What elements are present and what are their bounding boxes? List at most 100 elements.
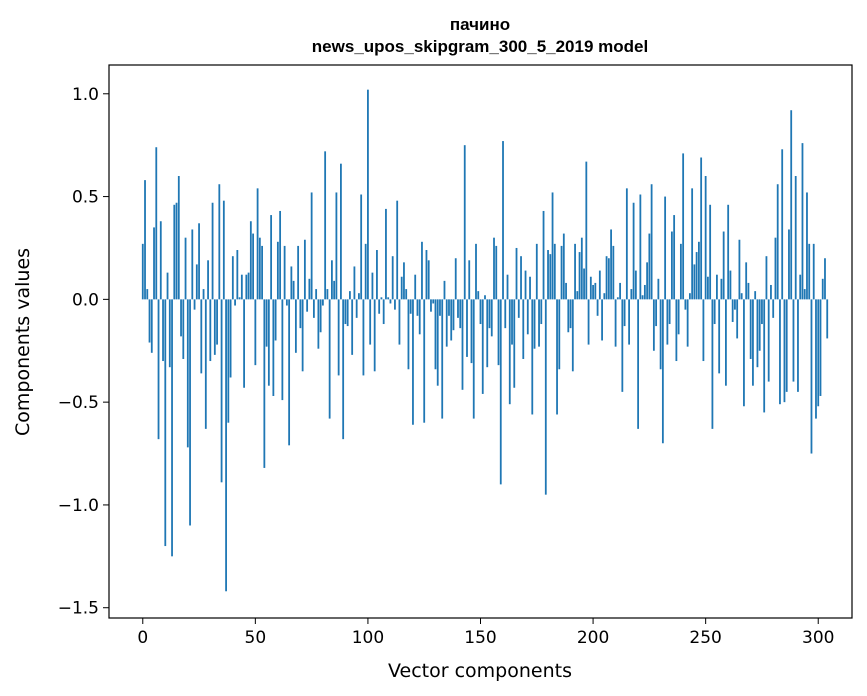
bar-172 — [529, 276, 531, 300]
bar-260 — [727, 204, 730, 300]
bar-93 — [351, 299, 354, 355]
bar-95 — [355, 299, 358, 318]
bar-61 — [279, 210, 282, 300]
bar-27 — [202, 289, 205, 300]
chart-title-line1: пачино — [450, 15, 510, 34]
bar-128 — [430, 299, 432, 312]
bar-74 — [308, 278, 311, 300]
bar-104 — [376, 250, 378, 300]
bar-197 — [585, 161, 588, 300]
bar-162 — [506, 274, 509, 300]
bar-147 — [472, 299, 475, 419]
bar-12 — [168, 299, 171, 368]
x-tick-label: 50 — [245, 628, 267, 648]
bar-174 — [533, 299, 536, 349]
bar-221 — [639, 194, 642, 300]
bar-103 — [373, 299, 376, 372]
bar-214 — [623, 299, 626, 327]
x-axis: 0 50 100 150 200 250 300 — [137, 618, 834, 648]
x-tick-label: 100 — [352, 628, 384, 648]
bar-188 — [565, 282, 567, 300]
bar-106 — [380, 297, 383, 300]
bar-35 — [220, 299, 223, 483]
bar-229 — [657, 278, 660, 300]
bar-37 — [225, 299, 227, 592]
bar-57 — [270, 215, 273, 300]
chart-title: пачино news_upos_skipgram_300_5_2019 mod… — [312, 15, 648, 56]
bar-295 — [806, 192, 808, 300]
bar-272 — [754, 291, 757, 300]
bar-190 — [569, 299, 572, 329]
bar-41 — [234, 299, 236, 306]
bar-89 — [342, 299, 345, 440]
bar-178 — [542, 210, 545, 300]
bar-1 — [144, 180, 146, 300]
bar-226 — [650, 184, 653, 300]
bar-105 — [378, 299, 381, 314]
bar-50 — [254, 299, 257, 366]
bar-5 — [153, 227, 155, 300]
bar-72 — [303, 239, 306, 300]
bar-8 — [159, 221, 162, 300]
bar-131 — [436, 299, 439, 386]
bar-205 — [603, 293, 606, 300]
bar-278 — [767, 299, 770, 382]
bar-282 — [776, 184, 779, 300]
bar-281 — [774, 237, 777, 300]
bar-98 — [362, 299, 365, 376]
bar-132 — [439, 299, 441, 316]
bar-233 — [666, 299, 669, 345]
bar-55 — [265, 299, 268, 347]
bar-277 — [765, 256, 768, 300]
bar-54 — [263, 299, 266, 468]
bar-300 — [817, 299, 820, 407]
bar-252 — [709, 204, 712, 300]
bar-16 — [177, 176, 180, 300]
bar-193 — [576, 291, 579, 300]
bar-130 — [434, 299, 437, 370]
bar-169 — [522, 299, 525, 359]
bar-235 — [670, 231, 673, 300]
bar-192 — [574, 243, 576, 300]
x-tick-label: 200 — [577, 628, 609, 648]
bar-292 — [799, 274, 802, 300]
bar-159 — [499, 299, 502, 485]
bar-275 — [761, 299, 763, 325]
bar-267 — [743, 299, 745, 407]
bar-45 — [243, 299, 245, 388]
bar-87 — [337, 299, 340, 376]
bar-53 — [261, 245, 263, 300]
bar-66 — [290, 266, 293, 300]
bar-301 — [819, 299, 822, 396]
bar-52 — [258, 237, 261, 300]
bar-210 — [614, 299, 617, 347]
bar-238 — [677, 299, 680, 335]
bar-135 — [445, 299, 448, 347]
bar-157 — [495, 245, 498, 300]
bar-303 — [824, 258, 826, 300]
bar-123 — [418, 299, 421, 335]
bar-97 — [360, 194, 363, 300]
bar-75 — [310, 192, 313, 300]
bar-237 — [675, 299, 678, 362]
bar-38 — [227, 299, 230, 423]
bar-288 — [790, 110, 793, 300]
bar-183 — [553, 243, 556, 300]
bar-163 — [508, 299, 511, 405]
bar-44 — [240, 274, 243, 300]
bar-291 — [797, 299, 799, 392]
bar-136 — [448, 299, 450, 316]
y-tick-label: 1.0 — [72, 85, 99, 105]
bar-263 — [734, 299, 736, 310]
bar-256 — [718, 299, 721, 374]
bar-102 — [371, 272, 374, 300]
bar-261 — [729, 270, 732, 300]
bar-304 — [826, 299, 829, 339]
bar-19 — [184, 237, 187, 300]
bar-166 — [515, 247, 518, 300]
bar-56 — [267, 299, 270, 386]
bar-33 — [216, 299, 218, 345]
bar-28 — [204, 299, 207, 429]
bar-181 — [549, 254, 552, 300]
